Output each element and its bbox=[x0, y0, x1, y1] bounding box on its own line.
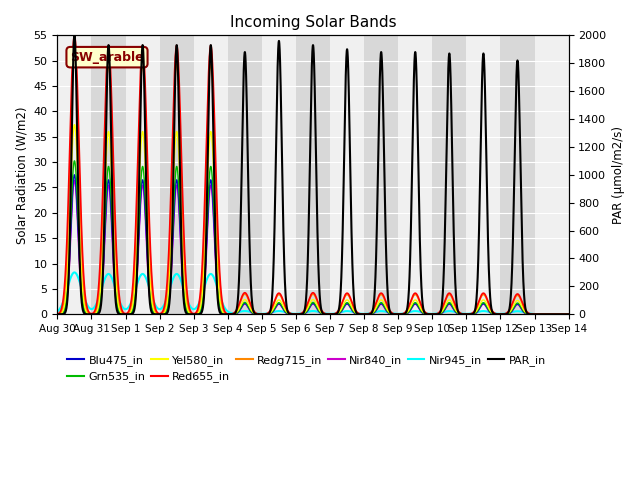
Bar bbox=[534, 36, 568, 314]
Bar bbox=[228, 36, 262, 314]
Y-axis label: Solar Radiation (W/m2): Solar Radiation (W/m2) bbox=[15, 106, 28, 243]
Bar bbox=[398, 36, 432, 314]
Bar bbox=[500, 36, 534, 314]
Bar bbox=[92, 36, 125, 314]
Bar bbox=[432, 36, 467, 314]
Bar bbox=[194, 36, 228, 314]
Bar bbox=[467, 36, 500, 314]
Bar bbox=[125, 36, 159, 314]
Bar bbox=[159, 36, 194, 314]
Bar bbox=[58, 36, 92, 314]
Legend: Blu475_in, Grn535_in, Yel580_in, Red655_in, Redg715_in, Nir840_in, Nir945_in, PA: Blu475_in, Grn535_in, Yel580_in, Red655_… bbox=[63, 350, 550, 387]
Y-axis label: PAR (μmol/m2/s): PAR (μmol/m2/s) bbox=[612, 126, 625, 224]
Bar bbox=[330, 36, 364, 314]
Title: Incoming Solar Bands: Incoming Solar Bands bbox=[230, 15, 396, 30]
Bar bbox=[296, 36, 330, 314]
Text: SW_arable: SW_arable bbox=[70, 51, 144, 64]
Bar bbox=[262, 36, 296, 314]
Bar bbox=[364, 36, 398, 314]
